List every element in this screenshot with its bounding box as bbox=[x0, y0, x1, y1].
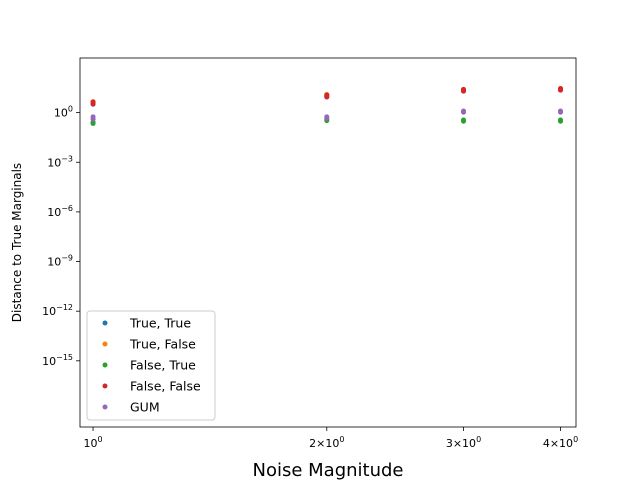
x-axis-ticks: 100 2×100 3×100 4×100 bbox=[84, 427, 578, 450]
legend-marker bbox=[102, 362, 108, 368]
legend-marker bbox=[102, 320, 108, 326]
point-series-3 bbox=[324, 92, 330, 98]
x-axis-label: Noise Magnitude bbox=[252, 460, 403, 480]
legend-entry-label: True, False bbox=[129, 337, 196, 352]
x-tick-label: 100 bbox=[84, 435, 103, 450]
point-series-4 bbox=[90, 116, 96, 122]
y-tick-label: 10−9 bbox=[47, 254, 73, 269]
x-tick-label: 3×100 bbox=[446, 435, 481, 450]
point-series-2 bbox=[461, 117, 467, 123]
legend-marker bbox=[102, 341, 108, 347]
point-series-4 bbox=[461, 109, 467, 115]
legend-entry-label: GUM bbox=[130, 400, 160, 415]
point-series-3 bbox=[558, 86, 564, 92]
point-series-4 bbox=[324, 115, 330, 121]
legend-entry-label: False, False bbox=[130, 379, 201, 394]
y-axis-label: Distance to True Marginals bbox=[10, 163, 24, 322]
y-tick-label: 10−12 bbox=[42, 303, 73, 318]
point-series-3 bbox=[90, 99, 96, 105]
x-tick-label: 4×100 bbox=[543, 435, 578, 450]
legend-entry-label: False, True bbox=[130, 358, 196, 373]
y-tick-label: 10−15 bbox=[42, 353, 73, 368]
y-tick-label: 10−6 bbox=[47, 204, 73, 219]
data-marks bbox=[90, 86, 564, 127]
legend-marker bbox=[102, 404, 108, 410]
legend-entry-label: True, True bbox=[129, 316, 191, 331]
legend-frame bbox=[86, 310, 216, 421]
y-tick-label: 100 bbox=[54, 105, 73, 120]
x-tick-label: 2×100 bbox=[309, 435, 344, 450]
y-axis-ticks: 100 10−3 10−6 10−9 10−12 10−15 bbox=[42, 105, 80, 368]
y-tick-label: 10−3 bbox=[47, 154, 73, 169]
legend-marker bbox=[102, 383, 108, 389]
point-series-3 bbox=[461, 86, 467, 92]
point-series-2 bbox=[558, 117, 564, 123]
point-series-4 bbox=[558, 109, 564, 115]
legend: True, True True, False False, True False, F… bbox=[86, 310, 216, 421]
